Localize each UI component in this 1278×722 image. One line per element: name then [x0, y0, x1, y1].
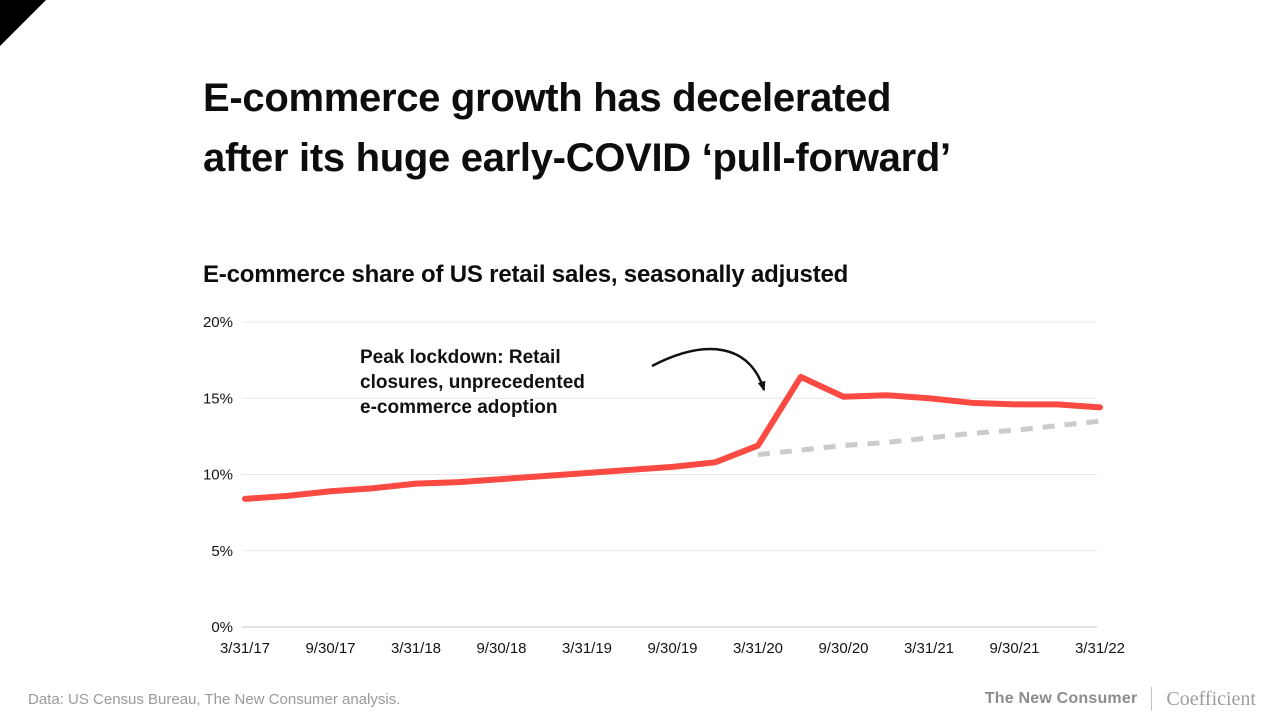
- chart-title: E-commerce share of US retail sales, sea…: [203, 261, 849, 288]
- data-source-note: Data: US Census Bureau, The New Consumer…: [28, 690, 401, 708]
- annotation-line-3: e-commerce adoption: [360, 397, 558, 418]
- x-tick-label: 9/30/18: [476, 640, 526, 657]
- x-tick-label: 3/31/20: [733, 640, 783, 657]
- brand-name: The New Consumer: [984, 690, 1138, 707]
- trend-line: [757, 418, 1101, 458]
- annotation-line-2: closures, unprecedented: [360, 372, 585, 393]
- ecommerce-share-line: [242, 373, 1103, 502]
- y-tick-label: 5%: [211, 543, 233, 560]
- footer-divider: [1151, 687, 1153, 711]
- x-tick-label: 9/30/20: [818, 640, 868, 657]
- coefficient-logo: Coefficient: [1166, 687, 1256, 710]
- y-tick-label: 15%: [203, 390, 233, 407]
- x-tick-label: 9/30/21: [989, 640, 1039, 657]
- annotation-peak-lockdown: Peak lockdown: Retail closures, unpreced…: [360, 345, 585, 420]
- x-tick-label: 3/31/21: [904, 640, 954, 657]
- x-tick-label: 9/30/19: [647, 640, 697, 657]
- title-line-1: E-commerce growth has decelerated: [203, 76, 892, 120]
- x-tick-label: 3/31/18: [391, 640, 441, 657]
- annotation-arrow: [651, 347, 766, 392]
- x-tick-label: 3/31/17: [220, 640, 270, 657]
- x-tick-label: 9/30/17: [305, 640, 355, 657]
- footer-branding: The New Consumer Coefficient: [985, 687, 1256, 711]
- y-tick-label: 20%: [203, 314, 233, 331]
- x-tick-label: 3/31/22: [1075, 640, 1125, 657]
- annotation-line-1: Peak lockdown: Retail: [360, 347, 561, 368]
- title-line-2: after its huge early-COVID ‘pull-forward…: [203, 136, 951, 180]
- x-tick-label: 3/31/19: [562, 640, 612, 657]
- y-tick-label: 10%: [203, 467, 233, 484]
- footer: Data: US Census Bureau, The New Consumer…: [0, 676, 1278, 722]
- page-title: E-commerce growth has decelerated after …: [203, 68, 951, 188]
- y-tick-label: 0%: [211, 619, 233, 636]
